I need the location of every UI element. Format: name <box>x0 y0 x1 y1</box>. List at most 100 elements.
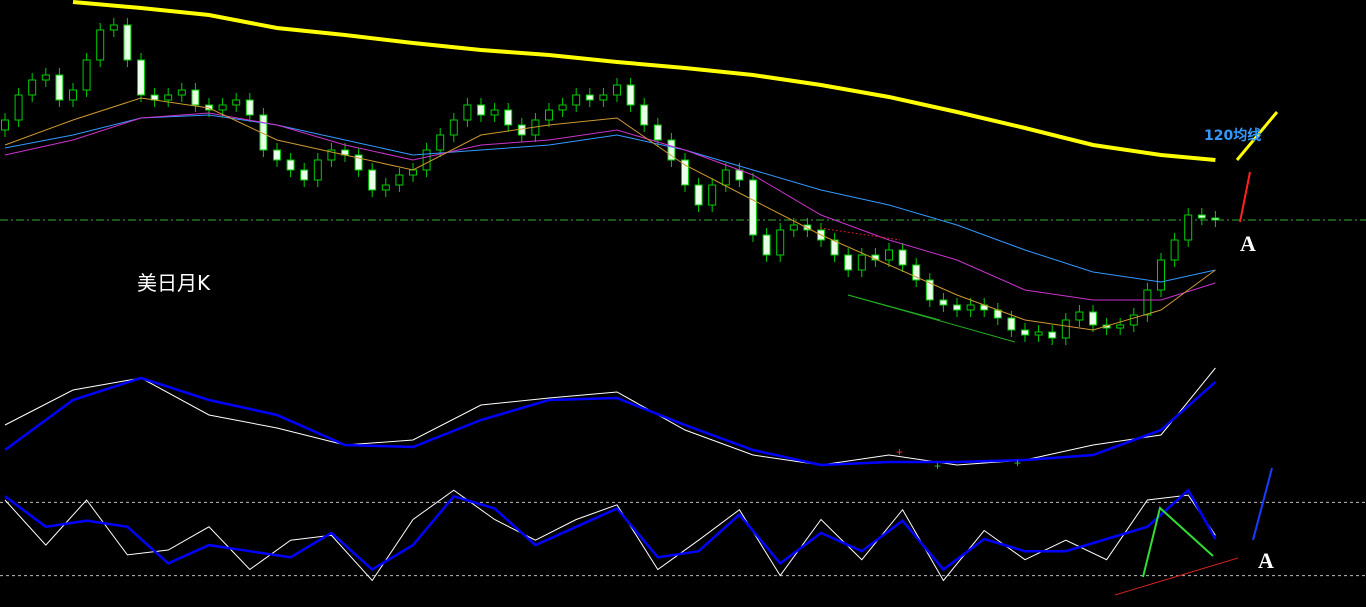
candle-body <box>545 109 553 121</box>
candle-body <box>137 59 145 96</box>
candle-body <box>694 184 703 206</box>
candle-body <box>409 169 417 176</box>
candle-body <box>1007 317 1016 331</box>
candle-body <box>1021 329 1029 336</box>
series-line <box>4 112 1216 301</box>
marker: + <box>934 459 941 473</box>
candle-body <box>912 264 921 281</box>
point-label: A <box>1258 548 1274 573</box>
ma-label: 120均线 <box>1204 127 1261 144</box>
candle-body <box>164 94 173 101</box>
candle-body <box>436 134 445 151</box>
candle-body <box>885 249 893 261</box>
marker: + <box>896 445 903 459</box>
candle-body <box>953 304 961 311</box>
candle-body <box>69 89 77 101</box>
candle-body <box>857 254 866 271</box>
series-line <box>4 489 1216 582</box>
candle-body <box>721 169 730 186</box>
candle-body <box>667 139 676 161</box>
candle-body <box>327 149 336 161</box>
candle-body <box>653 124 662 141</box>
candle-body <box>572 94 581 106</box>
candle-body <box>381 184 390 191</box>
candle-body <box>898 249 907 266</box>
candle-body <box>1197 214 1206 219</box>
red-dotted <box>819 227 901 241</box>
candle-body <box>681 159 689 186</box>
candle-body <box>1061 319 1070 339</box>
series-line <box>4 97 1216 331</box>
candle-body <box>123 24 132 61</box>
candle-body <box>789 224 798 231</box>
candle-body <box>14 94 23 121</box>
candle-body <box>368 169 377 191</box>
candle-body <box>463 104 472 121</box>
series-line <box>4 488 1217 572</box>
candle-body <box>28 79 37 96</box>
candle-body <box>1211 217 1220 221</box>
candle-body <box>749 179 757 236</box>
candle-body <box>422 149 431 171</box>
candle-body <box>286 159 295 171</box>
series-line <box>4 114 1216 283</box>
candle-body <box>218 104 227 111</box>
candle-body <box>354 154 363 171</box>
series-line <box>72 0 1216 162</box>
candle-body <box>300 169 309 181</box>
candle-body <box>1 119 9 131</box>
candle-body <box>925 279 934 301</box>
candle-body <box>1157 259 1165 291</box>
candle-body <box>1143 289 1152 316</box>
candle-body <box>830 239 839 256</box>
candle-body <box>640 104 649 126</box>
red-trend <box>1239 171 1251 223</box>
candle-body <box>1034 331 1043 336</box>
candle-body <box>762 234 771 256</box>
candle-body <box>776 229 785 256</box>
candle-body <box>96 29 105 61</box>
candle-body <box>177 89 186 96</box>
candle-body <box>1048 331 1057 339</box>
candle-body <box>245 99 254 116</box>
support-line <box>1114 557 1239 596</box>
candle-body <box>517 124 526 136</box>
divergence-line <box>847 294 941 321</box>
candle-body <box>599 94 608 101</box>
series-line <box>4 367 1216 466</box>
candle-body <box>232 99 241 106</box>
candle-body <box>395 174 404 186</box>
candle-body <box>1116 324 1125 329</box>
candle-body <box>585 94 594 101</box>
marker: + <box>1014 456 1021 470</box>
candle-body <box>109 24 118 31</box>
candle-body <box>504 109 513 126</box>
candle-body <box>939 299 948 306</box>
candle-body <box>477 104 485 116</box>
series-line <box>4 376 1217 467</box>
candle-body <box>1170 239 1179 261</box>
candle-body <box>558 104 567 111</box>
candle-body <box>490 109 499 116</box>
candle-body <box>708 184 717 206</box>
candle-body <box>273 149 281 161</box>
candle-body <box>844 254 853 271</box>
chart-title: 美日月K <box>137 271 211 295</box>
candle-body <box>41 74 50 81</box>
candle-body <box>1129 314 1138 326</box>
candle-body <box>55 74 64 101</box>
point-label: A <box>1240 231 1256 256</box>
candle-body <box>626 84 635 106</box>
candle-body <box>191 89 200 106</box>
candle-body <box>313 159 322 181</box>
candle-body <box>1184 214 1193 241</box>
blue-trend <box>1252 467 1273 541</box>
candle-body <box>1075 311 1084 321</box>
candle-body <box>449 119 458 136</box>
candle-body <box>966 304 975 311</box>
candle-body <box>82 59 91 91</box>
candle-body <box>613 84 621 96</box>
wave-line <box>1142 506 1214 578</box>
candle-body <box>1089 311 1097 326</box>
